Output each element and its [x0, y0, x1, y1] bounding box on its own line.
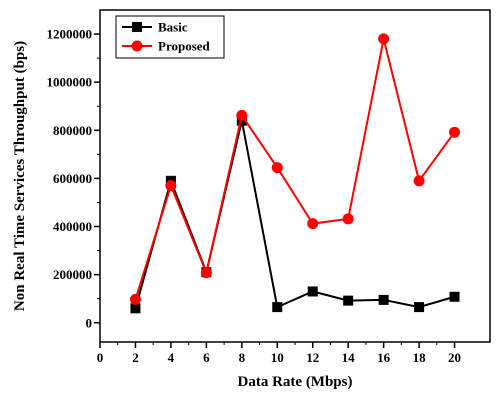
- y-tick-label: 1200000: [47, 27, 93, 42]
- x-tick-label: 16: [377, 350, 391, 365]
- y-axis-label: Non Real Time Services Throughput (bps): [12, 41, 28, 311]
- proposed-point: [449, 126, 461, 138]
- basic-point: [378, 294, 389, 305]
- proposed-point: [378, 33, 390, 45]
- proposed-point: [307, 218, 319, 230]
- legend: Basic Proposed: [115, 15, 225, 59]
- x-tick-label: 12: [306, 350, 319, 365]
- proposed-series-line: [134, 38, 456, 300]
- proposed-point: [342, 213, 354, 225]
- x-tick-label: 10: [271, 350, 284, 365]
- legend-basic-label: Basic: [158, 20, 188, 35]
- x-tick-label: 6: [203, 350, 210, 365]
- x-tick-label: 14: [342, 350, 356, 365]
- x-tick-label: 20: [448, 350, 461, 365]
- legend-proposed-marker: [131, 40, 143, 52]
- proposed-point: [200, 267, 212, 279]
- proposed-point: [236, 109, 248, 121]
- x-tick-label: 8: [239, 350, 246, 365]
- legend-basic-marker: [132, 22, 142, 32]
- axes: 0 2 4 6 8 10 12 14 16 18 20 0 200000 400000 600000 8000…: [47, 9, 491, 365]
- proposed-point: [129, 293, 141, 305]
- proposed-point: [165, 180, 177, 192]
- series-layer: [129, 33, 461, 314]
- y-tick-label: 400000: [53, 219, 92, 234]
- x-axis-label: Data Rate (Mbps): [238, 374, 353, 390]
- y-tick-label: 800000: [53, 123, 92, 138]
- x-tick-label: 4: [168, 350, 175, 365]
- basic-point: [130, 303, 141, 314]
- basic-point: [343, 295, 354, 306]
- basic-point: [307, 286, 318, 297]
- plot-frame: [99, 9, 491, 343]
- y-tick-label: 600000: [53, 171, 92, 186]
- basic-point: [272, 302, 283, 313]
- x-tick-label: 18: [413, 350, 427, 365]
- proposed-point: [413, 175, 425, 187]
- y-tick-label: 1000000: [47, 75, 93, 90]
- basic-point: [414, 302, 425, 313]
- x-tick-label: 2: [132, 350, 139, 365]
- x-tick-label: 0: [97, 350, 104, 365]
- proposed-point: [271, 162, 283, 174]
- legend-proposed-label: Proposed: [158, 39, 211, 54]
- basic-point: [449, 291, 460, 302]
- y-tick-label: 0: [86, 315, 93, 330]
- y-tick-label: 200000: [53, 267, 92, 282]
